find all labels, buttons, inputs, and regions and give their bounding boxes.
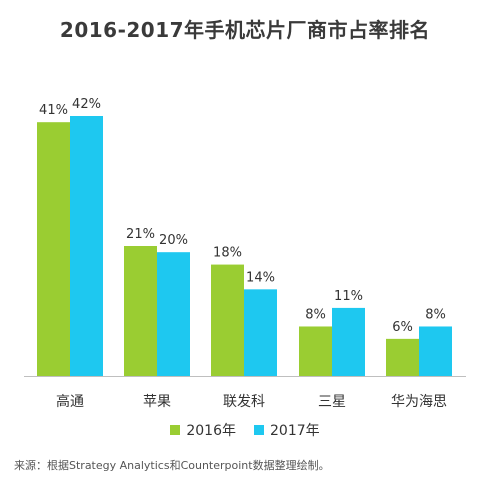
chart-title: 2016-2017年手机芯片厂商市占率排名: [59, 18, 431, 42]
data-label-2017-4: 8%: [425, 307, 446, 322]
bar-2017-3: [332, 307, 365, 376]
legend-item-2016: 2016年: [170, 420, 236, 440]
legend: 2016年 2017年: [0, 420, 490, 440]
legend-swatch-2017: [254, 425, 264, 435]
data-label-2016-3: 8%: [305, 307, 326, 322]
legend-swatch-2016: [170, 425, 181, 435]
data-label-2017-3: 11%: [334, 289, 363, 304]
category-label-0: 高通: [56, 393, 84, 410]
bar-2017-1: [157, 252, 190, 376]
data-label-2016-2: 18%: [213, 246, 242, 261]
category-label-1: 苹果: [143, 394, 171, 410]
bar-2016-0: [37, 122, 70, 376]
data-label-2017-0: 42%: [72, 97, 101, 112]
data-label-2016-4: 6%: [392, 320, 413, 335]
legend-item-2017: 2017年: [254, 420, 320, 440]
data-label-2016-1: 21%: [126, 227, 155, 242]
bar-2016-4: [386, 338, 419, 376]
legend-label-2017: 2017年: [270, 423, 320, 439]
data-label-2017-2: 14%: [246, 270, 275, 285]
category-label-3: 三星: [318, 394, 346, 410]
legend-label-2016: 2016年: [186, 423, 236, 439]
category-label-4: 华为海思: [391, 394, 447, 410]
bar-2017-2: [244, 289, 277, 376]
bar-2017-4: [419, 326, 452, 376]
bar-2017-0: [70, 116, 103, 376]
data-label-2016-0: 41%: [39, 103, 68, 118]
category-label-2: 联发科: [223, 394, 265, 410]
bar-2016-2: [211, 264, 244, 376]
source-note: 来源：根据Strategy Analytics和Counterpoint数据整理…: [14, 459, 330, 472]
data-label-2017-1: 20%: [159, 233, 188, 248]
bar-2016-3: [299, 326, 332, 376]
bar-2016-1: [124, 246, 157, 376]
